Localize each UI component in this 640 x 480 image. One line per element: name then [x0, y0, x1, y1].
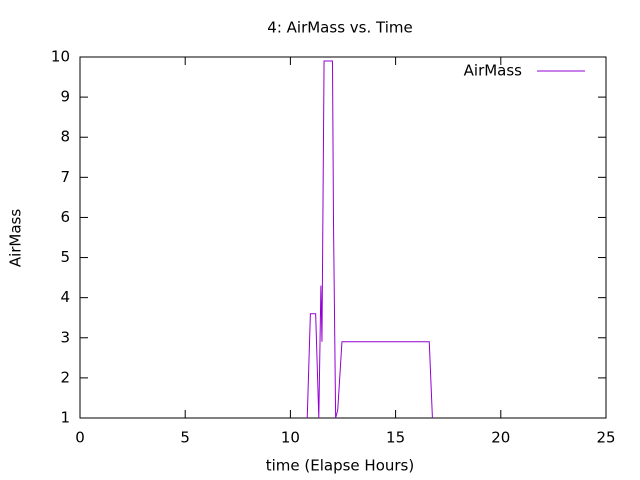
x-tick-label: 20	[491, 429, 510, 447]
x-tick-label: 0	[75, 429, 85, 447]
y-tick-label: 3	[60, 328, 70, 346]
chart-title: 4: AirMass vs. Time	[267, 19, 412, 37]
x-axis-label: time (Elapse Hours)	[266, 457, 414, 475]
y-tick-label: 5	[60, 248, 70, 266]
data-line	[306, 60, 433, 418]
x-tick-label: 15	[386, 429, 405, 447]
y-tick-label: 8	[60, 128, 70, 146]
x-tick-label: 5	[180, 429, 190, 447]
y-tick-label: 2	[60, 368, 70, 386]
x-tick-label: 10	[281, 429, 300, 447]
plot-frame	[79, 56, 607, 419]
legend-label: AirMass	[464, 62, 523, 80]
y-tick-label: 7	[60, 168, 70, 186]
y-tick-label: 1	[60, 409, 70, 427]
y-tick-label: 6	[60, 208, 70, 226]
x-tick-label: 25	[596, 429, 615, 447]
y-tick-label: 4	[60, 288, 70, 306]
y-tick-label: 10	[51, 48, 70, 66]
y-axis-label: AirMass	[7, 209, 25, 268]
y-tick-label: 9	[60, 88, 70, 106]
